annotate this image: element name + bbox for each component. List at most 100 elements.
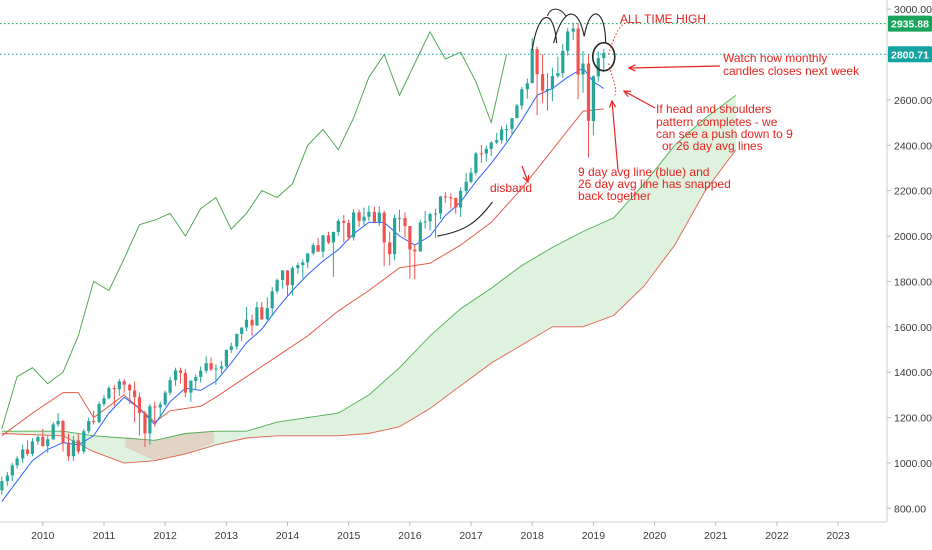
candle-body — [255, 307, 259, 326]
x-axis: 2010 2011 2012 2013 2014 2015 2016 2017 2018 2019… — [0, 521, 887, 542]
neckline-arc — [437, 201, 493, 237]
y-axis: 800.00 1000.00 1200.00 1400.00 1600.00 1800.0… — [886, 0, 932, 522]
y-tick-label: 1000.00 — [894, 458, 932, 470]
arrow-disband — [521, 165, 529, 183]
candle-body — [434, 213, 438, 215]
candle-body — [10, 465, 14, 476]
candle-body — [530, 49, 534, 84]
candle-body — [275, 280, 279, 292]
candle-body — [183, 372, 187, 393]
candle-body — [321, 235, 325, 252]
annotation-hs-line2: pattern completes - we — [656, 115, 778, 129]
candle-body — [143, 413, 147, 434]
candle-body — [51, 424, 55, 440]
candle-body — [102, 398, 106, 404]
candle-body — [285, 270, 290, 286]
chikou-line — [1, 30, 507, 430]
hs-shoulder-arc — [553, 13, 585, 44]
annotation-disband: disband — [490, 181, 532, 195]
candle-body — [235, 333, 239, 347]
candle-body — [418, 222, 422, 252]
candle-body — [423, 221, 427, 223]
y-tick-label: 2600.00 — [894, 95, 932, 107]
candle-body — [581, 63, 585, 75]
candle-body — [240, 327, 244, 334]
candle-body — [163, 392, 167, 405]
y-tick-label: 1400.00 — [894, 367, 932, 379]
candle-body — [71, 440, 75, 457]
x-tick-label: 2018 — [521, 530, 545, 542]
candle-body — [199, 370, 203, 377]
candle-body — [97, 404, 101, 423]
candle-body — [449, 197, 453, 199]
arrow-disband-head — [522, 174, 530, 184]
candle-body — [454, 197, 458, 208]
candle-body — [602, 52, 606, 59]
candle-body — [224, 350, 228, 367]
candle-body — [250, 319, 254, 326]
annotation-hs-line4: or 26 day avg lines — [662, 139, 763, 153]
candle-body — [189, 380, 193, 393]
x-tick-label: 2020 — [643, 530, 667, 542]
candle-body — [342, 220, 346, 223]
candle-body — [61, 421, 65, 443]
y-tick-label: 2200.00 — [894, 186, 932, 198]
x-tick-label: 2010 — [31, 530, 55, 542]
candle-body — [306, 253, 310, 263]
price-tag-label: 2800.71 — [891, 49, 929, 61]
price-tag-bg — [888, 15, 932, 32]
candle-body — [296, 265, 300, 269]
candle-body — [194, 377, 198, 381]
plot-area[interactable] — [0, 8, 887, 502]
arrow-watch-head — [627, 64, 636, 72]
candle-body — [464, 181, 468, 191]
candle-body — [331, 231, 335, 243]
candle-body — [174, 370, 178, 381]
arrow-hs — [623, 90, 656, 109]
candle-body — [388, 242, 392, 255]
candle-body — [265, 308, 269, 320]
candle-body — [30, 441, 34, 454]
candle-body — [504, 129, 509, 131]
annotation-all-time-high: ALL TIME HIGH — [620, 12, 706, 26]
candle-body — [92, 421, 96, 423]
arrow-avg-head — [608, 99, 617, 108]
candle-body — [500, 129, 504, 141]
candle-body — [281, 270, 285, 280]
candle-body — [413, 249, 417, 252]
candle-body — [489, 142, 493, 149]
candle-body — [474, 153, 478, 173]
candle-body — [229, 346, 233, 350]
annotation-watch-line1: Watch how monthly — [723, 51, 827, 65]
candle-body — [122, 381, 126, 385]
annotations: ALL TIME HIGH Watch how monthly candles … — [490, 12, 860, 203]
annotation-avg-line2: 26 day avg line has snapped — [578, 177, 731, 191]
hs-shoulder-arc — [583, 13, 607, 44]
candle-body — [550, 76, 554, 89]
candle-body — [566, 31, 570, 51]
candle-body — [571, 28, 575, 32]
x-tick-label: 2023 — [826, 530, 850, 542]
candle-body — [397, 217, 402, 219]
y-tick-label: 800.00 — [894, 503, 926, 515]
candle-body — [128, 384, 132, 391]
candle-body — [76, 440, 80, 452]
candle-body — [82, 431, 86, 452]
candle-body — [204, 363, 208, 371]
cloud-fill-red — [125, 430, 215, 461]
candle-body — [25, 449, 30, 454]
candle-body — [107, 388, 111, 399]
x-tick-label: 2015 — [337, 530, 361, 542]
candle-body — [484, 148, 488, 154]
candle-body — [367, 211, 371, 217]
candle-body — [479, 153, 483, 155]
candle-body — [357, 212, 361, 221]
annotation-hs-line3: can see a push down to 9 — [656, 127, 793, 141]
cloud-lower-line — [1, 149, 737, 464]
x-tick-label: 2013 — [215, 530, 239, 542]
head-top-arc — [547, 8, 567, 17]
x-tick-label: 2014 — [276, 530, 300, 542]
candle-body — [87, 421, 91, 432]
candle-body — [15, 458, 19, 466]
